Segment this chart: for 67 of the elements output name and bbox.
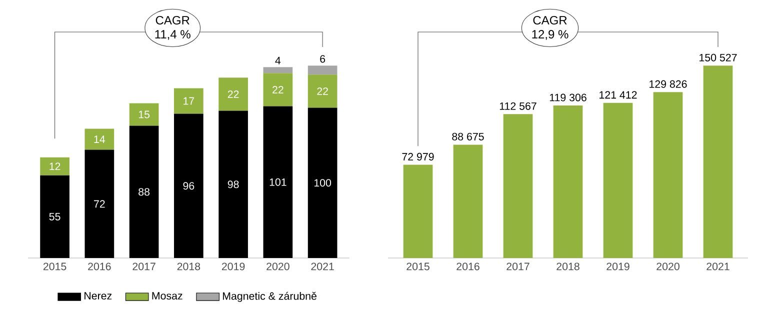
legend-label: Nerez [84, 292, 112, 300]
bar [453, 144, 483, 258]
data-label: 88 [138, 188, 150, 196]
data-label: 88 675 [452, 132, 484, 140]
bar [84, 150, 114, 258]
data-label: 14 [94, 136, 106, 143]
bar [308, 108, 338, 258]
x-tick-label: 2019 [606, 262, 630, 270]
x-tick-label: 2017 [506, 262, 530, 270]
bar [703, 66, 733, 258]
text: CAGR [156, 16, 190, 25]
x-tick-label: 2018 [556, 262, 580, 270]
data-label: 101 [270, 178, 286, 186]
data-label: 112 567 [500, 102, 536, 110]
x-tick-label: 2015 [43, 262, 66, 270]
data-label: 15 [138, 110, 150, 118]
bar [129, 103, 159, 126]
bar [40, 157, 70, 176]
bar [308, 74, 338, 108]
data-label: 98 [228, 180, 239, 188]
bar [84, 128, 114, 150]
x-tick-label: 2019 [222, 262, 245, 270]
x-tick-label: 2020 [266, 262, 290, 270]
data-label: 17 [184, 97, 194, 105]
bar [403, 164, 433, 258]
data-label: 22 [272, 86, 284, 94]
bar [553, 106, 583, 258]
x-tick-label: 2020 [656, 262, 680, 270]
data-label: 12 [50, 162, 60, 170]
data-label: 4 [275, 56, 281, 64]
bar [218, 78, 248, 111]
data-label: 22 [317, 87, 328, 95]
bar [603, 102, 633, 258]
x-tick-label: 2016 [456, 262, 480, 270]
text: 12,9 % [532, 30, 568, 40]
bar [174, 114, 204, 258]
x-tick-label: 2018 [177, 262, 200, 270]
x-tick-label: 2016 [88, 262, 111, 270]
data-label: 72 979 [402, 152, 434, 160]
bar [263, 67, 293, 74]
x-tick-label: 2015 [406, 262, 430, 270]
x-tick-label: 2021 [706, 262, 730, 270]
legend-label: Magnetic & zárubně [222, 292, 316, 302]
data-label: 121 412 [600, 91, 637, 99]
data-label: 22 [228, 90, 239, 98]
bar [653, 92, 683, 258]
bar [263, 106, 293, 258]
bar [503, 114, 533, 258]
data-label: 129 826 [650, 80, 687, 88]
bar [308, 66, 338, 75]
data-label: 6 [320, 55, 326, 63]
x-tick-label: 2021 [311, 262, 334, 270]
bar [218, 110, 248, 258]
data-label: 119 306 [550, 94, 586, 102]
bar [40, 175, 70, 258]
legend-label: Mosaz [152, 292, 182, 300]
bar [174, 88, 204, 114]
data-label: 100 [314, 179, 332, 187]
bar [129, 126, 159, 258]
data-label: 96 [183, 182, 194, 190]
data-label: 150 527 [700, 54, 737, 62]
data-label: 55 [49, 212, 60, 220]
data-label: 72 [94, 200, 105, 208]
text: CAGR [533, 16, 567, 25]
bar [263, 73, 293, 106]
x-tick-label: 2017 [132, 262, 156, 270]
text: 11,4 % [155, 30, 190, 40]
